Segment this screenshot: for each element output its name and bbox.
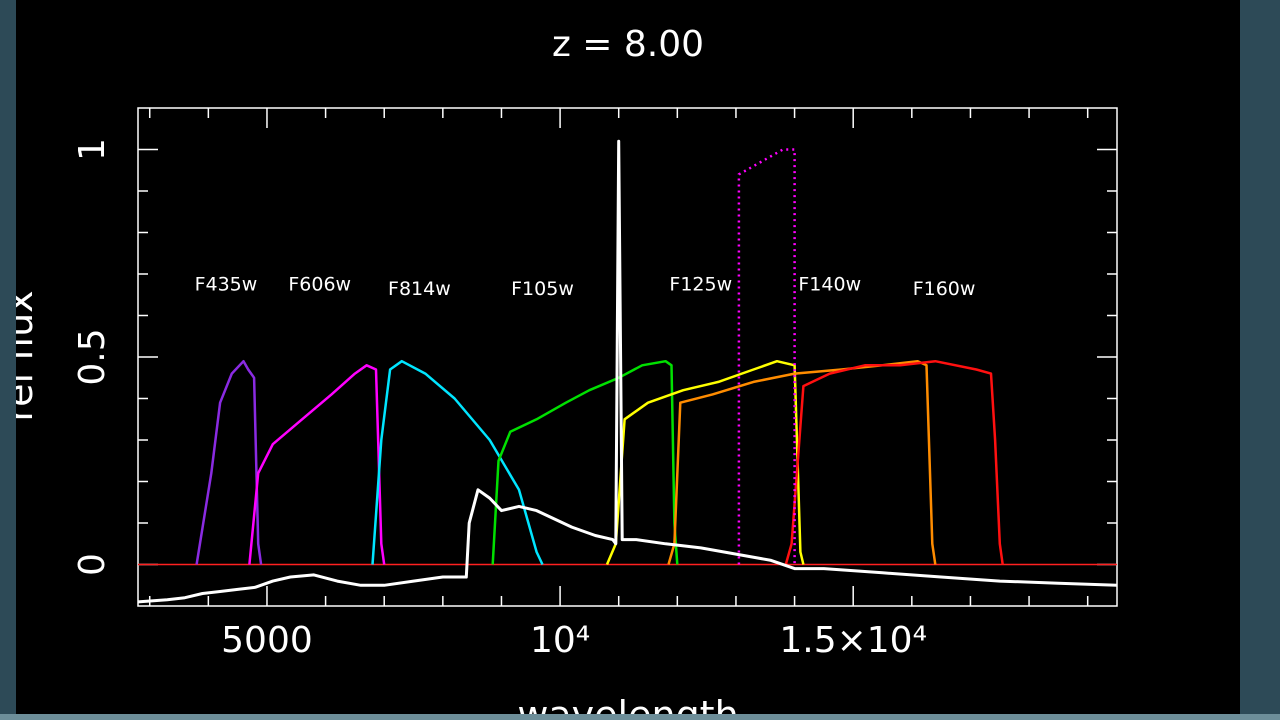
- filter-label-f105w: F105w: [511, 278, 574, 300]
- chart: 5000 10⁴ 1.5×10⁴ 0 0.5 1 z = 8.00 wavelength rel…: [16, 24, 1118, 714]
- filter-curve-f606w: [248, 364, 386, 565]
- plot-box: [137, 107, 1118, 607]
- filter-label-f606w: F606w: [288, 274, 351, 296]
- filter-label-f125w: F125w: [669, 274, 732, 296]
- y-tick-label: 0.5: [72, 328, 113, 385]
- bottom-strip: [0, 714, 1280, 720]
- y-tick-label: 1: [72, 138, 113, 161]
- filter-curve-f125w: [605, 359, 805, 565]
- y-tick-label: 0: [72, 553, 113, 576]
- spectrum-curve: [137, 139, 1118, 604]
- x-tick-label: 5000: [221, 620, 313, 661]
- filter-label-f814w: F814w: [388, 278, 451, 300]
- filter-curve-f105w: [491, 359, 679, 565]
- x-tick-label: 10⁴: [530, 620, 590, 661]
- series-layer: [137, 139, 1118, 604]
- chart-title: z = 8.00: [552, 24, 704, 65]
- y-axis-label: rel flux: [16, 290, 41, 421]
- filter-label-f435w: F435w: [195, 274, 258, 296]
- x-tick-label: 1.5×10⁴: [779, 620, 927, 661]
- filter-curve-f814w: [371, 359, 544, 566]
- axes: [137, 107, 1118, 607]
- dotted-band-curve: [737, 148, 796, 565]
- labels: 5000 10⁴ 1.5×10⁴ 0 0.5 1 z = 8.00 wavelength rel…: [16, 24, 975, 714]
- filter-curve-f140w: [667, 359, 937, 565]
- x-axis-label: wavelength: [517, 693, 738, 714]
- chart-frame: 5000 10⁴ 1.5×10⁴ 0 0.5 1 z = 8.00 wavelength rel…: [16, 0, 1240, 714]
- filter-label-f160w: F160w: [913, 278, 976, 300]
- filter-label-f140w: F140w: [798, 274, 861, 296]
- filter-curve-f160w: [784, 359, 1004, 565]
